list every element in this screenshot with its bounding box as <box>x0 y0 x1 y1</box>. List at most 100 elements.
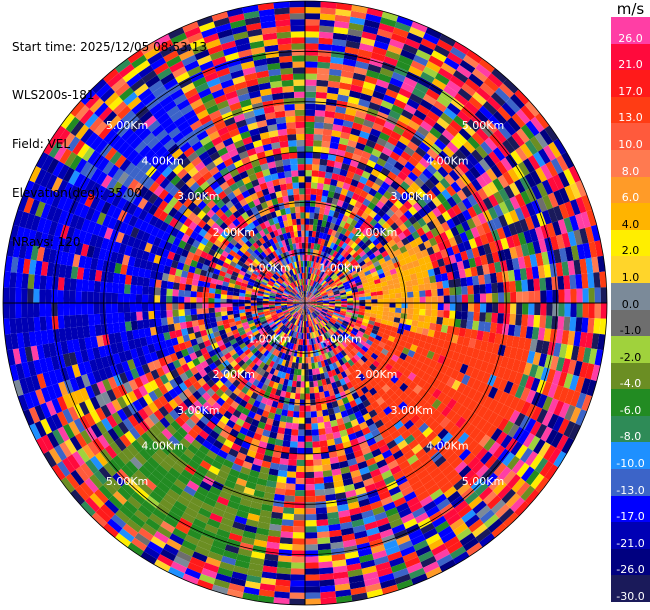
velocity-gate <box>324 316 331 321</box>
velocity-gate <box>429 344 438 353</box>
velocity-gate <box>342 281 350 286</box>
velocity-gate <box>468 338 477 349</box>
velocity-gate <box>92 437 105 453</box>
velocity-gate <box>311 423 319 430</box>
velocity-gate <box>545 429 558 445</box>
velocity-gate <box>235 320 242 326</box>
velocity-gate <box>378 490 391 501</box>
velocity-gate <box>339 326 346 332</box>
velocity-gate <box>315 317 321 323</box>
velocity-gate <box>241 386 250 395</box>
velocity-gate <box>202 308 209 314</box>
velocity-gate <box>333 374 340 382</box>
velocity-gate <box>437 310 444 318</box>
velocity-gate <box>305 477 315 485</box>
velocity-gate <box>346 563 362 572</box>
velocity-gate <box>305 299 310 303</box>
velocity-gate <box>274 438 284 447</box>
velocity-gate <box>357 402 366 411</box>
velocity-gate <box>361 170 371 180</box>
velocity-gate <box>407 119 421 131</box>
velocity-gate <box>369 226 378 235</box>
velocity-gate <box>329 350 336 357</box>
velocity-gate <box>384 420 394 430</box>
velocity-gate <box>311 287 316 294</box>
velocity-gate <box>371 414 381 424</box>
velocity-gate <box>344 229 352 238</box>
velocity-gate <box>492 147 506 161</box>
velocity-gate <box>454 149 467 162</box>
velocity-gate <box>414 512 429 524</box>
velocity-gate <box>172 527 188 540</box>
velocity-gate <box>352 424 362 433</box>
velocity-gate <box>422 168 434 180</box>
velocity-gate <box>299 302 305 303</box>
velocity-gate <box>173 555 190 568</box>
velocity-gate <box>322 305 329 308</box>
velocity-gate <box>600 287 607 303</box>
velocity-gate <box>540 290 547 303</box>
velocity-gate <box>380 100 394 110</box>
velocity-gate <box>306 314 308 321</box>
velocity-gate <box>214 293 221 299</box>
velocity-gate <box>309 307 314 312</box>
velocity-gate <box>52 263 61 278</box>
velocity-gate <box>311 429 319 436</box>
velocity-gate <box>386 217 395 227</box>
velocity-gate <box>439 559 456 573</box>
velocity-gate <box>358 365 366 374</box>
velocity-gate <box>260 339 267 346</box>
velocity-gate <box>209 430 220 440</box>
velocity-gate <box>178 342 187 351</box>
velocity-gate <box>329 263 336 271</box>
velocity-gate <box>150 424 162 437</box>
velocity-gate <box>416 490 430 502</box>
velocity-gate <box>393 199 404 209</box>
velocity-gate <box>34 404 46 421</box>
velocity-gate <box>314 122 324 129</box>
velocity-gate <box>404 342 413 350</box>
velocity-gate <box>334 309 341 313</box>
velocity-gate <box>305 290 307 297</box>
velocity-gate <box>305 520 317 527</box>
velocity-gate <box>94 324 103 337</box>
velocity-gate <box>67 406 79 421</box>
velocity-gate <box>262 300 269 303</box>
velocity-gate <box>425 88 440 101</box>
velocity-gate <box>475 145 489 159</box>
velocity-gate <box>375 79 390 89</box>
velocity-gate <box>553 249 562 264</box>
velocity-gate <box>228 583 245 593</box>
velocity-gate <box>51 398 63 414</box>
velocity-gate <box>402 329 410 337</box>
velocity-gate <box>35 388 46 405</box>
velocity-gate <box>223 410 233 420</box>
velocity-gate <box>350 10 367 20</box>
velocity-gate <box>513 325 522 337</box>
velocity-gate <box>377 303 384 308</box>
velocity-gate <box>316 296 323 300</box>
velocity-gate <box>316 513 328 521</box>
velocity-gate <box>325 377 332 385</box>
velocity-gate <box>306 285 309 292</box>
velocity-gate <box>289 598 305 605</box>
velocity-gate <box>135 487 150 501</box>
velocity-gate <box>538 148 551 165</box>
velocity-gate <box>324 346 330 353</box>
velocity-gate <box>435 323 443 332</box>
velocity-gate <box>201 568 218 579</box>
velocity-gate <box>439 417 451 429</box>
velocity-gate <box>263 404 272 413</box>
velocity-gate <box>339 429 348 438</box>
velocity-gate <box>427 210 437 221</box>
velocity-gate <box>253 489 265 498</box>
velocity-gate <box>276 402 284 410</box>
velocity-gate <box>349 399 358 408</box>
velocity-gate <box>172 344 181 353</box>
velocity-gate <box>309 286 314 293</box>
velocity-gate <box>312 288 318 294</box>
velocity-gate <box>312 453 322 460</box>
velocity-gate <box>495 87 510 103</box>
velocity-gate <box>104 499 120 514</box>
velocity-gate <box>393 349 402 358</box>
